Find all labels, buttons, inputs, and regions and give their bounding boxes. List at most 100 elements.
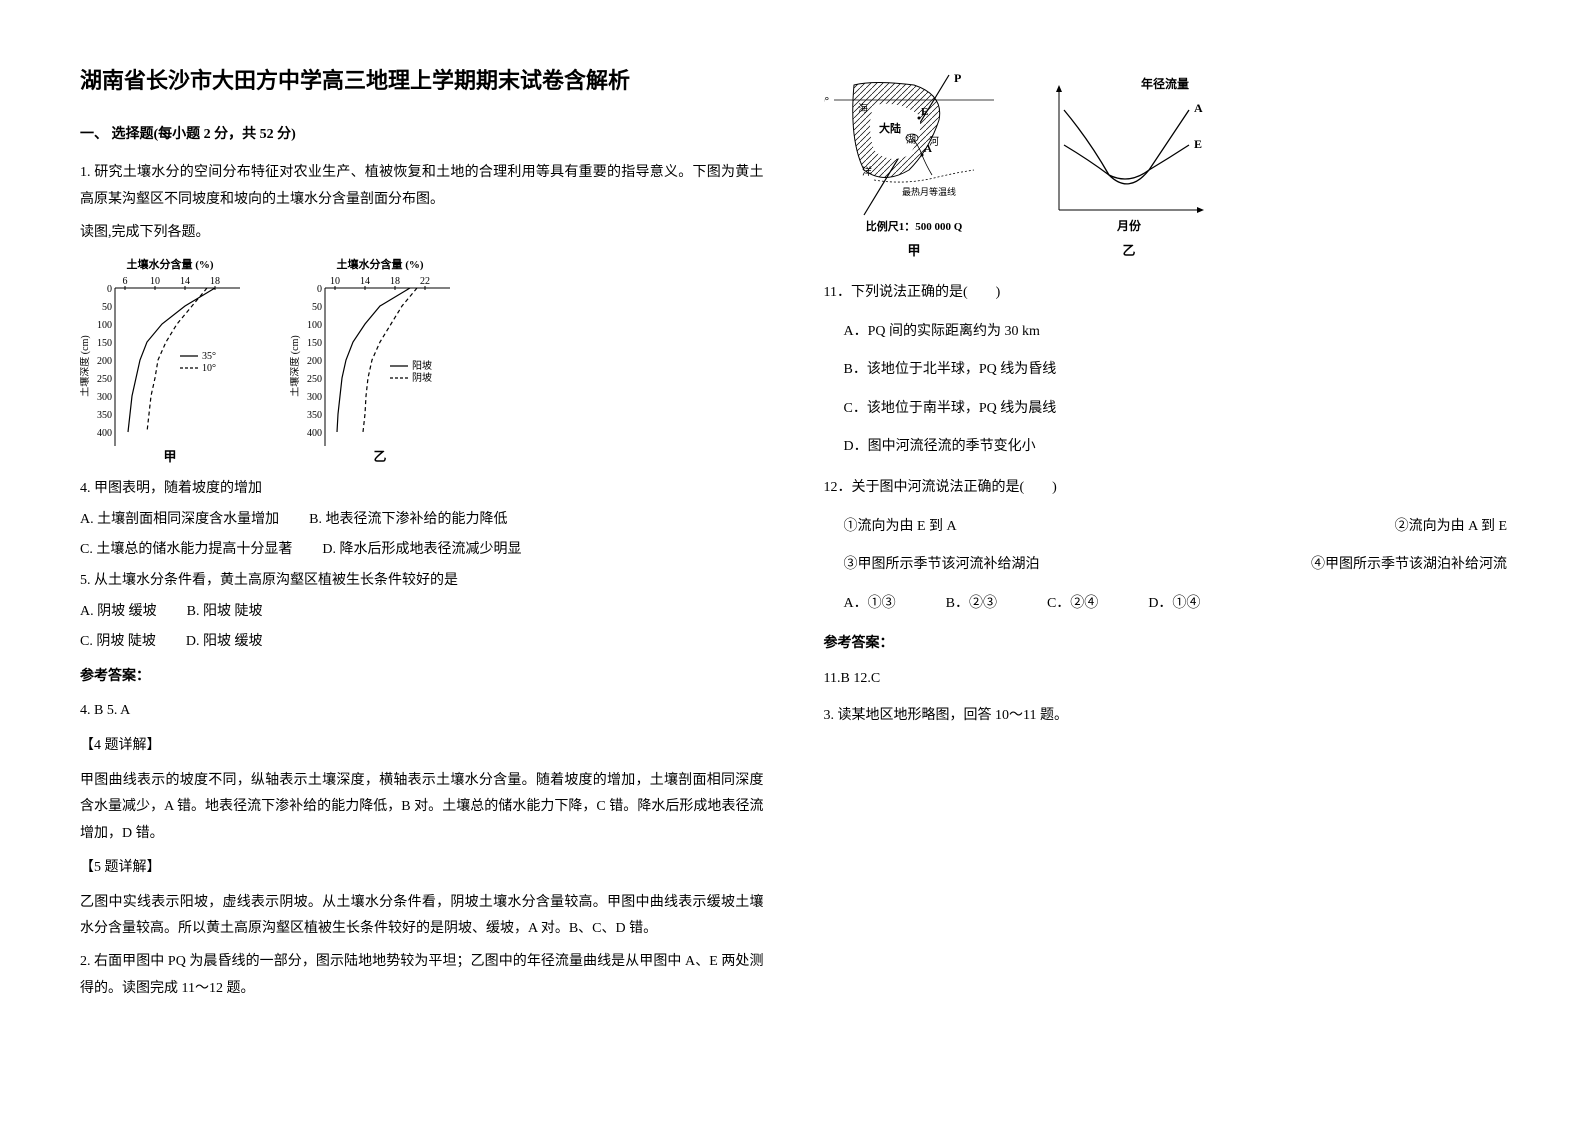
svg-text:最热月等温线: 最热月等温线	[902, 186, 956, 197]
q2-intro: 2. 右面甲图中 PQ 为晨昏线的一部分，图示陆地地势较为平坦；乙图中的年径流量…	[80, 949, 764, 1002]
q3-intro: 3. 读某地区地形略图，回答 10～11 题。	[824, 703, 1508, 730]
chart-jia: 土壤水分含量 (%) 6 10 14 18 0 50 100	[80, 256, 260, 466]
q12-opt-d: D．①④	[1148, 591, 1200, 618]
q12-sub1: ①流向为由 E 到 A	[844, 514, 957, 541]
right-column: 40° P 海 大陆 E	[824, 60, 1508, 1008]
svg-text:阳坡: 阳坡	[412, 359, 432, 372]
q11-opt-b: B．该地位于北半球，PQ 线为昏线	[844, 357, 1508, 384]
chart-yi: 土壤水分含量 (%) 10 14 18 22 0 50 100 150 200	[290, 256, 470, 466]
svg-text:200: 200	[97, 356, 112, 367]
svg-text:150: 150	[307, 338, 322, 349]
q11-opt-c: C．该地位于南半球，PQ 线为晨线	[844, 396, 1508, 423]
svg-text:100: 100	[307, 320, 322, 331]
svg-text:洋: 洋	[862, 165, 872, 178]
svg-text:50: 50	[102, 302, 112, 313]
svg-text:10: 10	[150, 276, 160, 287]
q12-opt-c: C．②④	[1047, 591, 1098, 618]
figure-container-2: 40° P 海 大陆 E	[824, 70, 1508, 270]
svg-text:0: 0	[107, 284, 112, 295]
figure-container-1: 土壤水分含量 (%) 6 10 14 18 0 50 100	[80, 256, 764, 466]
svg-text:海: 海	[858, 102, 868, 115]
svg-text:100: 100	[97, 320, 112, 331]
svg-text:22: 22	[420, 276, 430, 287]
svg-text:18: 18	[210, 276, 220, 287]
detail4-text: 甲图曲线表示的坡度不同，纵轴表示土壤深度，横轴表示土壤水分含量。随着坡度的增加，…	[80, 768, 764, 848]
svg-text:0: 0	[317, 284, 322, 295]
detail5-header: 【5 题详解】	[80, 855, 764, 882]
chart-jia-caption: 甲	[163, 449, 176, 464]
svg-text:河: 河	[929, 136, 939, 148]
answer-header-1: 参考答案：	[80, 664, 764, 691]
page-container: 湖南省长沙市大田方中学高三地理上学期期末试卷含解析 一、 选择题(每小题 2 分…	[80, 60, 1507, 1008]
q5-options-row2: C. 阴坡 陡坡 D. 阳坡 缓坡	[80, 629, 764, 656]
q4-text: 4. 甲图表明，随着坡度的增加	[80, 476, 764, 503]
svg-text:E: E	[921, 106, 928, 118]
q12-opt-a: A．①③	[844, 591, 896, 618]
q5-opt-c: C. 阴坡 陡坡	[80, 629, 156, 656]
svg-text:350: 350	[307, 410, 322, 421]
svg-text:乙: 乙	[1122, 243, 1135, 258]
svg-text:10°: 10°	[202, 363, 216, 374]
q11-opt-a: A．PQ 间的实际距离约为 30 km	[844, 319, 1508, 346]
q5-opt-d: D. 阳坡 缓坡	[186, 629, 263, 656]
answer-header-2: 参考答案：	[824, 631, 1508, 658]
q4-options-row1: A. 土壤剖面相同深度含水量增加 B. 地表径流下渗补给的能力降低	[80, 507, 764, 534]
exam-title: 湖南省长沙市大田方中学高三地理上学期期末试卷含解析	[80, 60, 764, 102]
q1-intro: 1. 研究土壤水分的空间分布特征对农业生产、植被恢复和土地的合理利用等具有重要的…	[80, 160, 764, 213]
q11-text: 11．下列说法正确的是( )	[824, 280, 1508, 307]
svg-text:400: 400	[307, 428, 322, 439]
svg-text:250: 250	[307, 374, 322, 385]
svg-text:50: 50	[312, 302, 322, 313]
chart-yi-ylabel: 土壤深度 (cm)	[290, 335, 301, 396]
svg-text:150: 150	[97, 338, 112, 349]
chart-yi-title: 土壤水分含量 (%)	[336, 257, 423, 271]
svg-text:月份: 月份	[1115, 218, 1141, 233]
answers-1: 4. B 5. A	[80, 698, 764, 725]
svg-text:E: E	[1194, 137, 1202, 151]
chart-jia-ylabel: 土壤深度 (cm)	[80, 335, 91, 396]
chart-yi2: 年径流量 A E 月份 乙	[1034, 70, 1214, 270]
q5-options-row1: A. 阴坡 缓坡 B. 阳坡 陡坡	[80, 599, 764, 626]
map-jia: 40° P 海 大陆 E	[824, 70, 1004, 270]
svg-text:400: 400	[97, 428, 112, 439]
q12-options: A．①③ B．②③ C．②④ D．①④	[844, 591, 1508, 618]
q12-sub-row2: ③甲图所示季节该河流补给湖泊 ④甲图所示季节该湖泊补给河流	[844, 552, 1508, 579]
q4-opt-b: B. 地表径流下渗补给的能力降低	[309, 507, 507, 534]
q4-options-row2: C. 土壤总的储水能力提高十分显著 D. 降水后形成地表径流减少明显	[80, 537, 764, 564]
svg-text:35°: 35°	[202, 351, 216, 362]
svg-text:300: 300	[307, 392, 322, 403]
svg-text:300: 300	[97, 392, 112, 403]
svg-text:比例尺1：500 000 Q: 比例尺1：500 000 Q	[865, 219, 962, 233]
svg-text:18: 18	[390, 276, 400, 287]
q5-text: 5. 从土壤水分条件看，黄土高原沟壑区植被生长条件较好的是	[80, 568, 764, 595]
q12-sub4: ④甲图所示季节该湖泊补给河流	[1311, 552, 1507, 579]
q4-opt-a: A. 土壤剖面相同深度含水量增加	[80, 507, 279, 534]
section-header: 一、 选择题(每小题 2 分，共 52 分)	[80, 122, 764, 149]
svg-text:大陆: 大陆	[879, 121, 901, 135]
q11-opt-d: D．图中河流径流的季节变化小	[844, 434, 1508, 461]
svg-text:A: A	[1194, 101, 1203, 115]
svg-text:甲: 甲	[907, 243, 920, 258]
svg-text:200: 200	[307, 356, 322, 367]
chart-yi-caption: 乙	[373, 449, 386, 464]
svg-text:250: 250	[97, 374, 112, 385]
q5-opt-a: A. 阴坡 缓坡	[80, 599, 157, 626]
q12-sub2: ②流向为由 A 到 E	[1395, 514, 1507, 541]
svg-text:350: 350	[97, 410, 112, 421]
svg-text:年径流量: 年径流量	[1140, 76, 1188, 91]
answers-2: 11.B 12.C	[824, 666, 1508, 693]
svg-text:阴坡: 阴坡	[412, 371, 432, 384]
left-column: 湖南省长沙市大田方中学高三地理上学期期末试卷含解析 一、 选择题(每小题 2 分…	[80, 60, 764, 1008]
q4-opt-c: C. 土壤总的储水能力提高十分显著	[80, 537, 292, 564]
q12-opt-b: B．②③	[946, 591, 997, 618]
q12-text: 12．关于图中河流说法正确的是( )	[824, 475, 1508, 502]
q12-sub-row1: ①流向为由 E 到 A ②流向为由 A 到 E	[844, 514, 1508, 541]
detail4-header: 【4 题详解】	[80, 733, 764, 760]
chart-jia-title: 土壤水分含量 (%)	[126, 257, 213, 271]
q1-readline: 读图,完成下列各题。	[80, 220, 764, 247]
q12-sub3: ③甲图所示季节该河流补给湖泊	[844, 552, 1040, 579]
svg-text:14: 14	[180, 276, 190, 287]
svg-text:14: 14	[360, 276, 370, 287]
q5-opt-b: B. 阳坡 陡坡	[187, 599, 263, 626]
svg-text:6: 6	[123, 276, 128, 287]
